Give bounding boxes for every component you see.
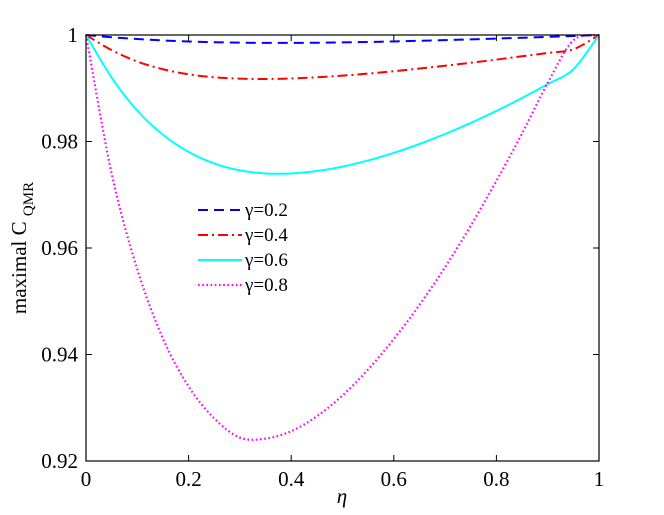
x-tick-label: 0.2 [175, 467, 201, 491]
series-line-1 [85, 34, 600, 44]
x-tick-label: 1 [594, 467, 605, 491]
y-tick-label: 0.92 [41, 449, 78, 473]
x-tick-label: 0 [81, 467, 92, 491]
x-axis-label: η [337, 484, 347, 508]
series-line-4 [84, 33, 600, 441]
y-tick-label: 0.94 [41, 343, 78, 367]
y-tick-label: 0.96 [41, 236, 78, 260]
y-axis-label: maximal C QMR [7, 182, 37, 314]
series-line-3 [85, 34, 600, 175]
y-tick-label: 0.98 [41, 130, 78, 154]
series-line-2 [85, 34, 600, 80]
legend: γ=0.2 γ=0.4 γ=0.6 γ=0.8 [198, 200, 288, 296]
legend-label-3: γ=0.6 [244, 250, 288, 271]
x-tick-label: 0.8 [483, 467, 509, 491]
y-tick-label: 1 [68, 23, 79, 47]
x-tick-label: 0.6 [381, 467, 407, 491]
x-tick-label: 0.4 [278, 467, 305, 491]
legend-label-2: γ=0.4 [244, 225, 288, 246]
legend-label-1: γ=0.2 [244, 200, 288, 221]
legend-label-4: γ=0.8 [244, 275, 288, 296]
